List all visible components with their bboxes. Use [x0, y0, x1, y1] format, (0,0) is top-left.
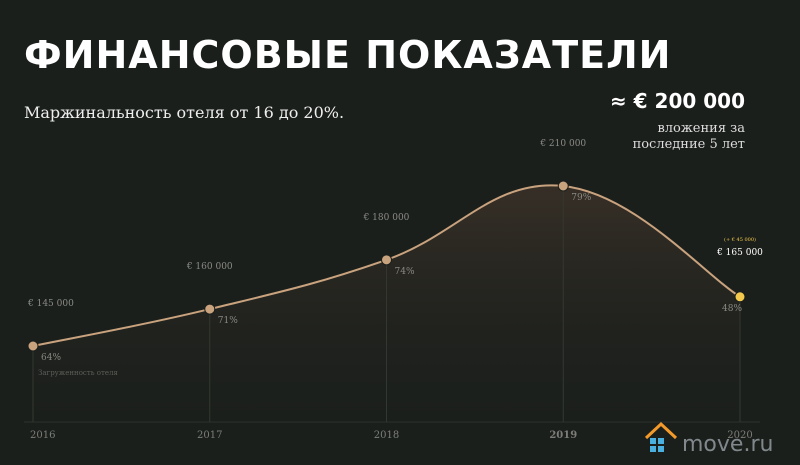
subtitle: Маржинальность отеля от 16 до 20%.: [24, 103, 344, 122]
callout-value: ≈ € 200 000: [610, 89, 745, 113]
callout-text: последние 5 лет: [633, 137, 745, 152]
point: [27, 340, 39, 352]
value-label: € 160 000: [186, 262, 233, 272]
x-tick-label: 2018: [374, 430, 399, 441]
value-label: € 180 000: [363, 213, 410, 223]
occupancy-label: 71%: [218, 316, 238, 326]
chart-title: ФИНАНСОВЫЕ ПОКАЗАТЕЛИ: [24, 33, 671, 77]
occupancy-axis-label: Загруженность отеля: [38, 369, 118, 377]
point: [381, 254, 392, 266]
value-label: € 165 000: [716, 248, 763, 258]
x-tick-label: 2017: [197, 430, 222, 441]
watermark-text: move.ru: [682, 432, 773, 457]
watermark: move.ru: [644, 421, 773, 457]
point: [557, 180, 569, 192]
x-tick-label: 2019: [549, 430, 577, 441]
point: [734, 291, 746, 303]
point: [204, 303, 216, 315]
x-tick-label: 2016: [30, 430, 55, 441]
occupancy-label: 79%: [571, 193, 591, 203]
x-tick-label: 2020: [727, 430, 752, 441]
occupancy-label: 48%: [722, 304, 742, 314]
annotation: (+ € 45 000): [724, 236, 756, 243]
value-label: € 210 000: [539, 139, 586, 149]
occupancy-label: 74%: [395, 267, 415, 277]
occupancy-label: 64%: [41, 353, 61, 363]
value-label: € 145 000: [27, 299, 74, 309]
callout-text: вложения за: [657, 121, 745, 136]
